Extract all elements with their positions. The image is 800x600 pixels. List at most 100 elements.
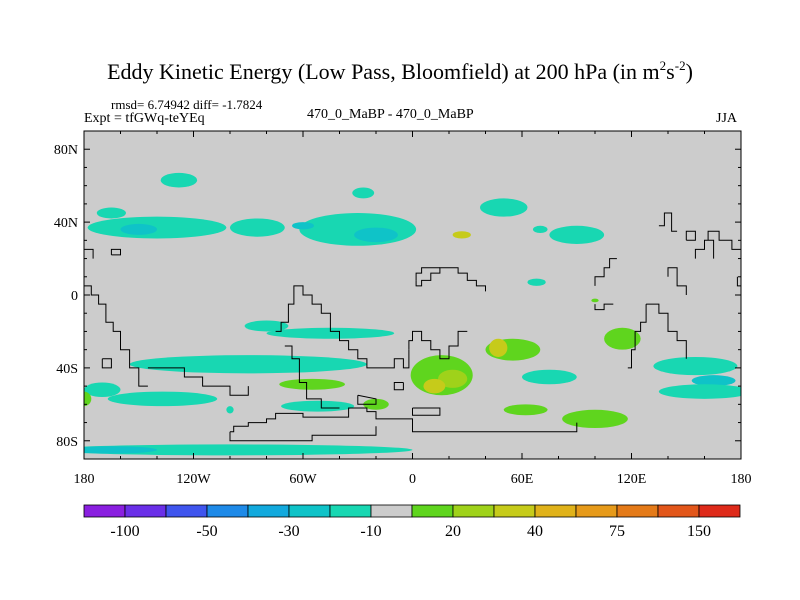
- x-tick-label: 120W: [176, 472, 211, 487]
- colorbar-box: [288, 504, 331, 518]
- colorbar-label: -100: [110, 523, 139, 540]
- contour-fills: [84, 172, 741, 456]
- contour-region-29: [84, 382, 121, 398]
- colorbar-box: [247, 504, 290, 518]
- coastline-2: [284, 345, 340, 409]
- contour-region-1: [96, 207, 126, 219]
- x-tick-label: 60W: [289, 472, 317, 487]
- expt-label: Expt = tfGWq-teYEq: [84, 111, 205, 126]
- contour-region-19: [489, 338, 508, 357]
- colorbar-label: 150: [687, 523, 711, 540]
- contour-region-0: [160, 172, 198, 188]
- colorbar-box: [370, 504, 413, 518]
- colorbar-box: [165, 504, 208, 518]
- chart-title: Eddy Kinetic Energy (Low Pass, Bloomfiel…: [107, 58, 693, 84]
- coastline-12: [415, 267, 440, 281]
- colorbar-box: [206, 504, 249, 518]
- coastline-26: [736, 276, 741, 287]
- contour-region-32: [281, 400, 355, 412]
- contour-region-24: [423, 378, 446, 394]
- coastline-22: [84, 248, 94, 259]
- contour-region-4: [230, 218, 285, 237]
- colorbar-label: -50: [196, 523, 217, 540]
- center-label: 470_0_MaBP - 470_0_MaBP: [307, 107, 474, 122]
- colorbar-label: -30: [278, 523, 299, 540]
- contour-region-20: [604, 327, 641, 350]
- contour-region-35: [503, 404, 548, 416]
- coastline-14: [594, 303, 614, 311]
- coastline-6: [275, 295, 295, 332]
- contour-region-14: [527, 278, 546, 286]
- coastline-9: [357, 394, 377, 405]
- y-tick-label: 40N: [54, 216, 78, 231]
- y-tick-label: 40S: [56, 362, 78, 377]
- y-tick-label: 80N: [54, 143, 78, 158]
- coastline-20: [685, 230, 696, 241]
- coastline-1: [147, 367, 249, 396]
- colorbar-box: [452, 504, 495, 518]
- coastline-5: [293, 285, 410, 369]
- contour-region-23: [438, 369, 468, 388]
- x-tick-label: 180: [74, 472, 95, 487]
- season-label: JJA: [716, 111, 738, 126]
- colorbar-box: [124, 504, 167, 518]
- contour-region-28: [658, 384, 741, 399]
- colorbar-box: [329, 504, 372, 518]
- colorbar-box: [493, 504, 536, 518]
- x-tick-label: 0: [409, 472, 416, 487]
- y-tick-label: 80S: [56, 435, 78, 450]
- colorbar-label: 75: [609, 523, 625, 540]
- contour-region-31: [107, 391, 218, 407]
- contour-region-39: [84, 446, 157, 454]
- colorbar-box: [698, 504, 741, 518]
- contour-region-5: [299, 213, 417, 246]
- contour-region-11: [452, 231, 471, 239]
- colorbar-box: [575, 504, 618, 518]
- contour-region-30: [84, 391, 92, 407]
- contour-region-33: [279, 378, 345, 390]
- contour-region-13: [549, 225, 605, 244]
- contour-region-8: [352, 187, 375, 199]
- contour-region-21: [129, 355, 367, 374]
- coastline-10: [412, 407, 441, 416]
- contour-region-7: [292, 222, 314, 230]
- coastline-0: [84, 285, 148, 387]
- coastline-8: [393, 382, 404, 391]
- contour-region-2: [87, 216, 227, 239]
- coastline-21: [707, 230, 741, 250]
- contour-region-6: [354, 227, 398, 243]
- contour-region-17: [266, 327, 395, 339]
- coastline-17: [667, 267, 687, 295]
- coastline-15: [627, 304, 647, 369]
- x-tick-label: 180: [731, 472, 752, 487]
- contour-region-25: [522, 369, 577, 385]
- coastline-7: [408, 330, 468, 360]
- coastline-19: [658, 212, 678, 232]
- coastline-3: [230, 407, 578, 433]
- contour-region-15: [591, 298, 599, 303]
- colorbar-label: -10: [360, 523, 381, 540]
- coastlines: [84, 212, 741, 459]
- stats-label: rmsd= 6.74942 diff= -1.7824: [111, 97, 263, 112]
- x-tick-label: 120E: [617, 472, 647, 487]
- coastline-23: [110, 248, 121, 256]
- coastline-13: [594, 258, 617, 286]
- colorbar-box: [657, 504, 700, 518]
- coastline-4: [229, 426, 377, 442]
- contour-region-16: [244, 320, 289, 332]
- colorbar-label: 40: [527, 523, 543, 540]
- contour-region-3: [120, 223, 157, 235]
- colorbar-box: [411, 504, 454, 518]
- y-tick-label: 0: [71, 289, 78, 304]
- coastline-16: [646, 303, 687, 359]
- colorbar: -100 -50 -30 -10 20 40 75 150: [83, 504, 741, 540]
- colorbar-box: [616, 504, 659, 518]
- y-axis: 80N 40N 0 40S 80S: [54, 143, 741, 450]
- coastline-11: [415, 267, 486, 292]
- contour-region-9: [480, 198, 528, 217]
- x-tick-label: 60E: [511, 472, 534, 487]
- x-axis: 180 120W 60W 0 60E 120E 180: [74, 131, 752, 487]
- contour-region-12: [532, 225, 548, 234]
- contour-region-37: [226, 406, 234, 414]
